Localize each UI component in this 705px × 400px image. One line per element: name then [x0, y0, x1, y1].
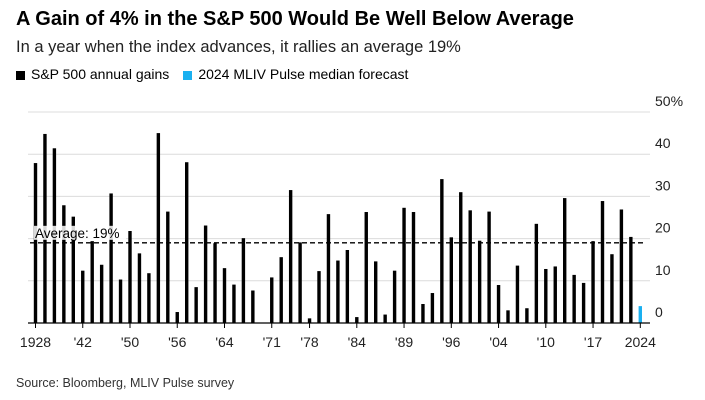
bar	[629, 236, 633, 323]
bar	[81, 270, 85, 323]
x-tick-label: '78	[300, 334, 318, 350]
x-tick-label: '56	[168, 334, 186, 350]
bar	[600, 201, 605, 323]
bar	[440, 179, 444, 323]
bar	[364, 212, 368, 323]
bar	[336, 260, 340, 323]
x-tick-label: 1928	[20, 334, 51, 350]
forecast-bar	[638, 306, 642, 323]
bar	[619, 209, 624, 323]
legend-label-forecast: 2024 MLIV Pulse median forecast	[198, 66, 409, 82]
y-tick-label: 30	[655, 177, 671, 193]
bar	[137, 253, 142, 323]
y-tick-label: 40	[655, 135, 671, 151]
bar	[194, 287, 198, 323]
x-tick-label: '17	[584, 334, 602, 350]
x-tick-label: '89	[395, 334, 413, 350]
average-label-bg	[34, 225, 126, 240]
x-tick-label: '42	[74, 334, 92, 350]
legend-swatch-gains	[16, 70, 25, 80]
bar	[307, 318, 312, 323]
x-tick-label: '50	[121, 334, 139, 350]
bar	[71, 216, 75, 323]
x-tick-label: 2024	[625, 334, 656, 350]
legend-swatch-forecast	[183, 70, 193, 80]
bar	[459, 192, 463, 323]
bar	[279, 257, 283, 323]
bar	[563, 198, 567, 323]
bar	[118, 279, 123, 323]
chart-title: A Gain of 4% in the S&P 500 Would Be Wel…	[16, 8, 574, 30]
bar	[572, 274, 576, 323]
legend-item-forecast: 2024 MLIV Pulse median forecast	[183, 66, 408, 82]
bar	[288, 190, 293, 323]
bar	[553, 266, 557, 323]
x-tick-label: '96	[442, 334, 460, 350]
x-tick-label: '10	[537, 334, 555, 350]
x-tick-label: '64	[215, 334, 233, 350]
bar	[147, 273, 151, 323]
y-tick-label: 0	[655, 304, 663, 320]
bar	[515, 265, 520, 323]
bar	[374, 261, 378, 323]
bar	[525, 308, 529, 323]
chart-subtitle: In a year when the index advances, it ra…	[16, 38, 461, 56]
bar	[232, 284, 236, 323]
bar	[477, 240, 482, 323]
bar	[345, 249, 350, 323]
bar	[62, 205, 66, 323]
bar	[610, 254, 614, 323]
bar	[402, 207, 406, 323]
bar	[99, 264, 104, 323]
source-note: Source: Bloomberg, MLIV Pulse survey	[16, 376, 235, 390]
bar	[156, 133, 161, 323]
y-tick-label: 50%	[655, 93, 683, 109]
x-tick-label: '71	[263, 334, 281, 350]
bar	[175, 312, 179, 323]
legend-item-gains: S&P 500 annual gains	[16, 66, 169, 82]
bar	[355, 317, 359, 323]
y-tick-label: 10	[655, 262, 671, 278]
bar	[298, 242, 302, 323]
bar	[222, 268, 227, 323]
bar	[317, 271, 321, 323]
x-tick-label: '84	[348, 334, 366, 350]
x-tick-label: '04	[489, 334, 507, 350]
y-tick-label: 20	[655, 220, 671, 236]
bar	[591, 241, 595, 323]
average-label: Average: 19%	[35, 226, 120, 241]
bar	[449, 237, 453, 323]
bar	[326, 214, 331, 323]
bar	[251, 290, 255, 323]
bar	[468, 210, 472, 323]
bar	[392, 270, 397, 323]
bar	[213, 243, 217, 323]
bar	[411, 212, 416, 323]
bar	[421, 304, 425, 323]
bar	[506, 310, 510, 323]
bar	[496, 285, 501, 323]
bar	[544, 268, 548, 323]
bar	[430, 293, 435, 323]
bar	[203, 225, 208, 323]
bar	[33, 163, 38, 323]
bar	[534, 223, 539, 323]
bar	[109, 193, 113, 323]
bar	[270, 277, 274, 323]
bar	[487, 211, 491, 323]
legend-label-gains: S&P 500 annual gains	[31, 66, 170, 82]
bar	[241, 238, 246, 323]
legend: S&P 500 annual gains 2024 MLIV Pulse med…	[16, 66, 408, 82]
bar	[90, 241, 94, 323]
bar	[128, 231, 132, 323]
bar	[383, 314, 387, 323]
bar	[581, 282, 586, 323]
bar	[166, 211, 170, 323]
